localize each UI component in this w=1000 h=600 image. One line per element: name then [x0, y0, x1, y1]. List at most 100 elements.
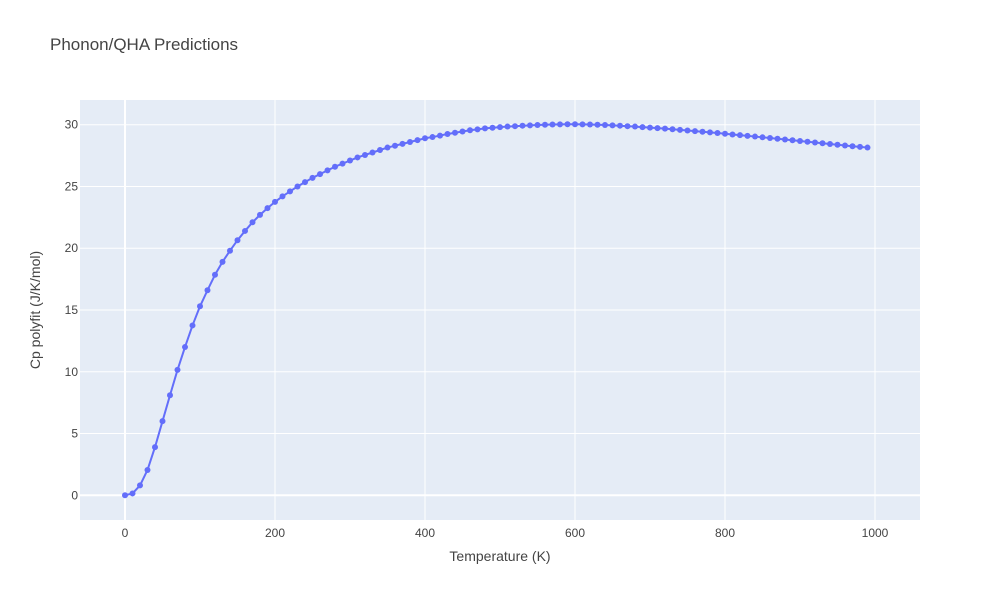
data-point[interactable]	[317, 171, 323, 178]
data-point[interactable]	[459, 128, 466, 135]
data-point[interactable]	[654, 125, 661, 132]
data-point[interactable]	[309, 174, 316, 181]
data-point[interactable]	[212, 271, 218, 278]
data-point[interactable]	[729, 131, 736, 138]
data-point[interactable]	[797, 138, 803, 145]
data-point[interactable]	[827, 140, 833, 147]
data-point[interactable]	[242, 227, 248, 234]
data-point[interactable]	[804, 138, 811, 145]
data-point[interactable]	[489, 124, 496, 131]
data-point[interactable]	[722, 130, 728, 137]
data-point[interactable]	[752, 133, 758, 140]
data-point[interactable]	[452, 129, 458, 136]
data-point[interactable]	[669, 126, 676, 133]
data-point[interactable]	[542, 121, 548, 128]
data-point[interactable]	[497, 124, 503, 131]
data-point[interactable]	[519, 122, 526, 129]
data-point[interactable]	[534, 121, 541, 128]
data-point[interactable]	[407, 139, 413, 145]
data-point[interactable]	[137, 482, 143, 489]
data-point[interactable]	[159, 418, 166, 425]
data-point[interactable]	[812, 139, 818, 146]
data-point[interactable]	[234, 237, 241, 244]
data-point[interactable]	[647, 124, 653, 131]
data-point[interactable]	[849, 143, 856, 150]
data-point[interactable]	[182, 344, 188, 351]
data-point[interactable]	[294, 183, 301, 190]
data-point[interactable]	[699, 128, 706, 135]
data-point[interactable]	[339, 160, 346, 167]
data-point[interactable]	[347, 157, 353, 164]
data-point[interactable]	[759, 134, 766, 141]
data-point[interactable]	[579, 121, 586, 128]
data-point[interactable]	[302, 179, 308, 186]
data-point[interactable]	[384, 144, 391, 151]
data-point[interactable]	[467, 127, 473, 134]
data-point[interactable]	[819, 140, 826, 147]
data-point[interactable]	[504, 123, 511, 130]
data-point[interactable]	[332, 163, 338, 170]
data-point[interactable]	[557, 121, 563, 128]
data-point[interactable]	[639, 124, 646, 131]
data-point[interactable]	[429, 134, 436, 141]
data-point[interactable]	[662, 125, 668, 132]
data-point[interactable]	[354, 154, 361, 161]
data-point[interactable]	[789, 137, 796, 144]
data-point[interactable]	[377, 147, 383, 154]
data-point[interactable]	[782, 136, 788, 143]
data-point[interactable]	[549, 121, 556, 128]
data-point[interactable]	[122, 492, 128, 499]
data-point[interactable]	[422, 135, 428, 142]
data-point[interactable]	[677, 126, 683, 133]
data-point[interactable]	[197, 303, 203, 310]
data-point[interactable]	[624, 123, 631, 130]
data-point[interactable]	[707, 129, 713, 136]
data-point[interactable]	[437, 132, 443, 139]
data-point[interactable]	[189, 322, 196, 329]
data-point[interactable]	[279, 193, 286, 200]
data-point[interactable]	[272, 198, 278, 205]
data-point[interactable]	[129, 490, 136, 497]
data-point[interactable]	[767, 135, 773, 142]
data-point[interactable]	[774, 135, 781, 142]
data-point[interactable]	[219, 258, 226, 265]
data-point[interactable]	[684, 127, 691, 134]
data-point[interactable]	[842, 142, 848, 149]
data-point[interactable]	[227, 247, 233, 254]
data-point[interactable]	[362, 151, 368, 158]
data-point[interactable]	[714, 129, 721, 136]
data-point[interactable]	[617, 122, 623, 129]
data-point[interactable]	[257, 211, 263, 218]
data-point[interactable]	[152, 444, 158, 451]
data-point[interactable]	[632, 123, 638, 130]
data-point[interactable]	[392, 142, 398, 149]
data-point[interactable]	[414, 137, 421, 144]
data-point[interactable]	[572, 121, 578, 128]
data-point[interactable]	[602, 121, 608, 128]
data-point[interactable]	[204, 287, 211, 294]
data-point[interactable]	[167, 392, 173, 399]
data-point[interactable]	[527, 122, 533, 129]
data-point[interactable]	[737, 132, 743, 139]
data-point[interactable]	[324, 167, 331, 174]
data-point[interactable]	[692, 128, 698, 135]
data-point[interactable]	[834, 141, 841, 148]
data-point[interactable]	[474, 126, 481, 133]
data-point[interactable]	[864, 144, 871, 151]
data-point[interactable]	[174, 366, 181, 373]
data-point[interactable]	[399, 140, 406, 147]
data-point[interactable]	[857, 143, 863, 150]
data-point[interactable]	[482, 125, 488, 132]
data-point[interactable]	[264, 205, 271, 212]
data-point[interactable]	[512, 123, 518, 130]
data-point[interactable]	[369, 149, 376, 156]
data-point[interactable]	[444, 130, 451, 137]
data-point[interactable]	[249, 219, 256, 226]
data-point[interactable]	[744, 132, 751, 139]
data-point[interactable]	[609, 122, 616, 129]
data-point[interactable]	[144, 466, 151, 473]
data-point[interactable]	[287, 188, 293, 195]
data-point[interactable]	[564, 121, 571, 128]
data-point[interactable]	[594, 121, 601, 128]
data-point[interactable]	[587, 121, 593, 128]
